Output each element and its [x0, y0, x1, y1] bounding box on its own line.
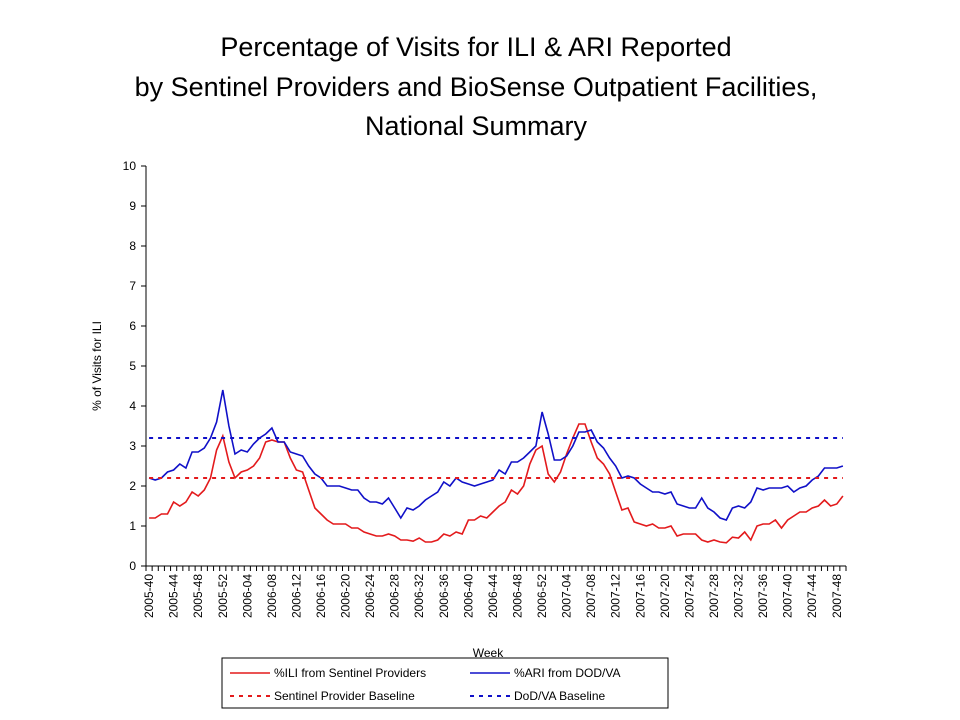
chart-title-line-3: National Summary	[365, 111, 588, 141]
chart-title-line-2: by Sentinel Providers and BioSense Outpa…	[135, 72, 818, 102]
legend: %ILI from Sentinel Providers %ARI from DO…	[221, 657, 669, 709]
x-tick-label: 2006-12	[289, 574, 303, 618]
x-tick-label: 2007-32	[732, 574, 746, 618]
x-tick-label: 2006-08	[265, 574, 279, 618]
x-tick-label: 2006-28	[388, 574, 402, 618]
x-tick-label: 2006-52	[535, 574, 549, 618]
y-tick-label: 4	[129, 399, 136, 413]
legend-label-2: Sentinel Provider Baseline	[274, 689, 415, 703]
x-axis-title: Week	[473, 646, 504, 660]
legend-label-3: DoD/VA Baseline	[514, 689, 605, 703]
y-tick-label: 9	[129, 199, 136, 213]
y-tick-label: 0	[129, 559, 136, 573]
x-tick-label: 2007-08	[584, 574, 598, 618]
x-tick-label: 2005-40	[142, 574, 156, 618]
x-tick-label: 2006-04	[240, 574, 254, 618]
x-tick-label: 2007-48	[830, 574, 844, 618]
y-tick-label: 6	[129, 319, 136, 333]
x-tick-label: 2006-32	[412, 574, 426, 618]
legend-box	[221, 657, 669, 709]
y-tick-label: 3	[129, 439, 136, 453]
y-axis-title: % of Visits for ILI	[90, 321, 104, 411]
x-tick-label: 2007-28	[707, 574, 721, 618]
x-tick-label: 2006-24	[363, 574, 377, 618]
chart-title-line-1: Percentage of Visits for ILI & ARI Repor…	[220, 32, 731, 62]
x-tick-label: 2006-44	[486, 574, 500, 618]
plot-area: 0 1 2 3 4 5 6 7 8 9 10 2005-40 2005-44 2005-48 2005-52…	[123, 159, 847, 618]
y-tick-label: 8	[129, 239, 136, 253]
y-tick-label: 10	[123, 159, 137, 173]
x-tick-label: 2006-48	[510, 574, 524, 618]
x-tick-label: 2007-20	[658, 574, 672, 618]
x-tick-label: 2007-16	[633, 574, 647, 618]
y-tick-label: 1	[129, 519, 136, 533]
x-tick-label: 2005-52	[216, 574, 230, 618]
legend-label-1: %ARI from DOD/VA	[514, 666, 620, 680]
x-tick-label: 2007-24	[682, 574, 696, 618]
x-tick-label: 2007-04	[560, 574, 574, 618]
x-tick-label: 2006-20	[339, 574, 353, 618]
x-tick-label: 2007-44	[805, 574, 819, 618]
x-tick-label: 2006-36	[437, 574, 451, 618]
y-tick-label: 7	[129, 279, 136, 293]
series-line-1	[148, 389, 844, 521]
legend-label-0: %ILI from Sentinel Providers	[274, 666, 426, 680]
y-tick-label: 5	[129, 359, 136, 373]
x-tick-label: 2007-40	[781, 574, 795, 618]
x-tick-label: 2007-12	[609, 574, 623, 618]
x-tick-label: 2005-44	[167, 574, 181, 618]
x-tick-label: 2006-16	[314, 574, 328, 618]
x-tick-label: 2005-48	[191, 574, 205, 618]
x-tick-label: 2006-40	[461, 574, 475, 618]
x-tick-label: 2007-36	[756, 574, 770, 618]
series-line-0	[149, 423, 844, 544]
y-tick-label: 2	[129, 479, 136, 493]
